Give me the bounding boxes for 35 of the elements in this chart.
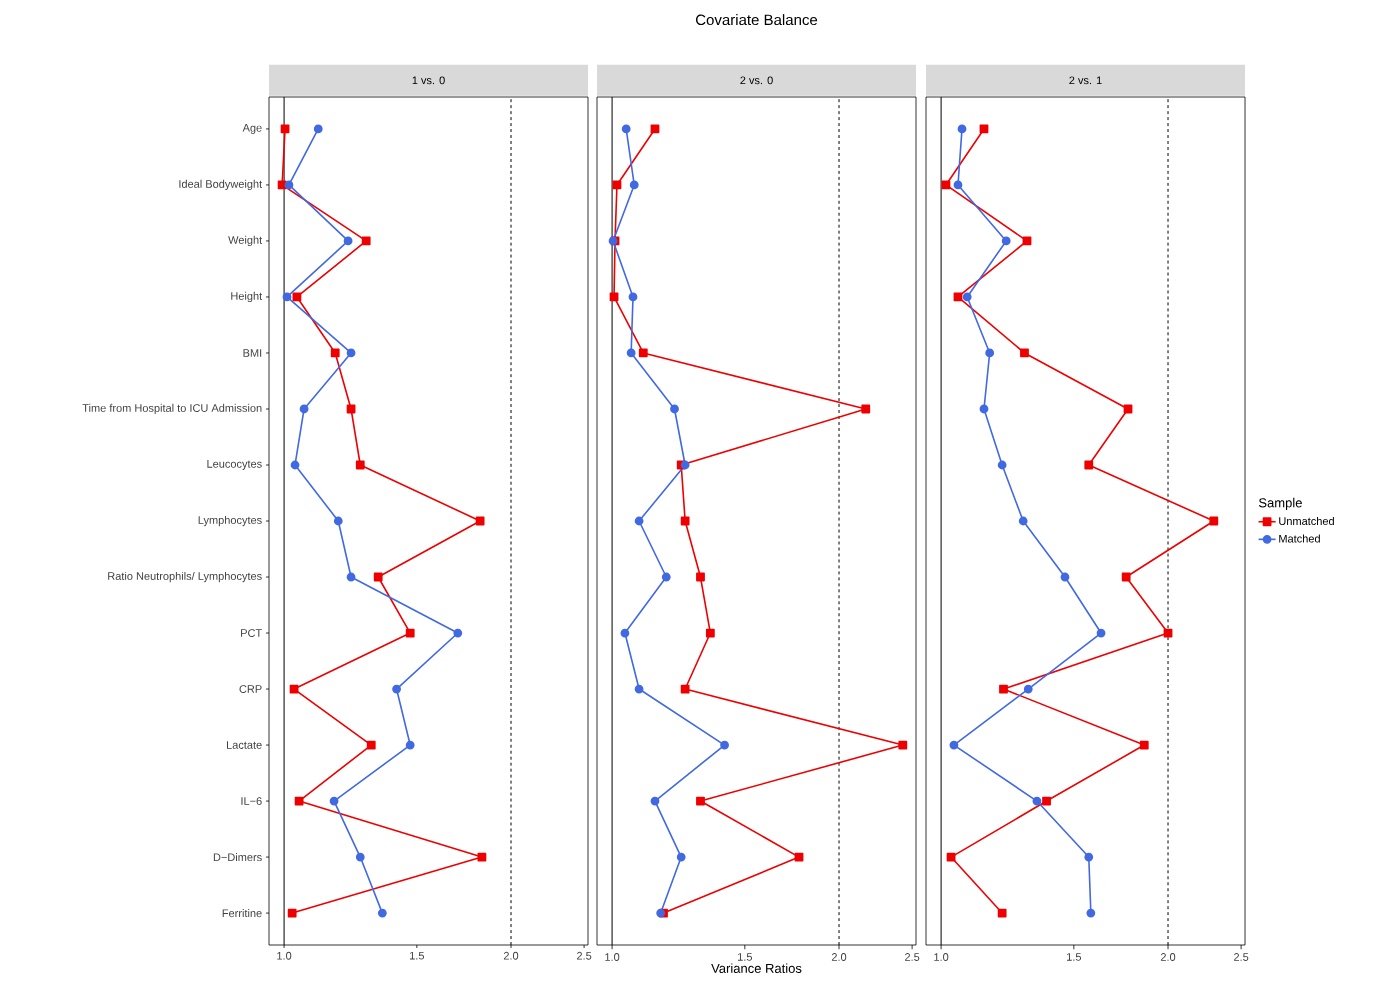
- y-tick-label: IL−6: [241, 797, 262, 805]
- y-tick-label: Ferritine: [222, 909, 262, 918]
- y-tick-label: Lactate: [226, 741, 262, 749]
- y-tick-label: Height: [231, 291, 263, 303]
- y-tick-label: PCT: [241, 629, 262, 637]
- legend-label: Unmatched: [1279, 516, 1334, 525]
- y-tick-label: CRP: [239, 685, 262, 693]
- x-tick-label: 1.0: [605, 953, 620, 961]
- y-tick-label: Time from Hospital to ICU Admission: [82, 403, 262, 415]
- legend-label: Matched: [1279, 534, 1320, 543]
- chart-subtitle: 2 vs. 0: [740, 76, 773, 85]
- x-tick-label: 1.5: [1067, 953, 1082, 961]
- x-tick-label: 1.5: [738, 953, 753, 961]
- y-tick-label: D−Dimers: [213, 853, 262, 862]
- y-tick-label: BMI: [243, 349, 262, 357]
- y-tick-label: Age: [242, 124, 262, 134]
- x-tick-label: 2.0: [1160, 953, 1176, 961]
- y-tick-label: Ratio Neutrophils/ Lymphocytes: [108, 571, 262, 583]
- y-tick-label: Leucocytes: [207, 460, 262, 470]
- x-tick-label: 2.5: [905, 953, 920, 961]
- x-tick-label: 2.0: [503, 951, 519, 960]
- x-axis-title: Variance Ratios: [711, 963, 802, 973]
- chart-subtitle: 1 vs. 0: [412, 76, 445, 85]
- x-tick-label: 1.0: [934, 953, 949, 961]
- y-tick-label: Lymphocytes: [198, 515, 262, 527]
- x-tick-label: 1.5: [410, 951, 425, 960]
- chart-subtitle: 2 vs. 1: [1069, 76, 1102, 85]
- x-tick-label: 1.0: [277, 951, 292, 960]
- y-tick-label: Weight: [228, 235, 263, 247]
- legend-title: Sample: [1258, 497, 1302, 510]
- x-tick-label: 2.5: [577, 951, 592, 960]
- x-tick-label: 2.5: [1234, 953, 1249, 961]
- x-tick-label: 2.0: [831, 953, 847, 961]
- chart-title: Covariate Balance: [695, 14, 818, 26]
- y-tick-label: Ideal Bodyweight: [179, 179, 263, 191]
